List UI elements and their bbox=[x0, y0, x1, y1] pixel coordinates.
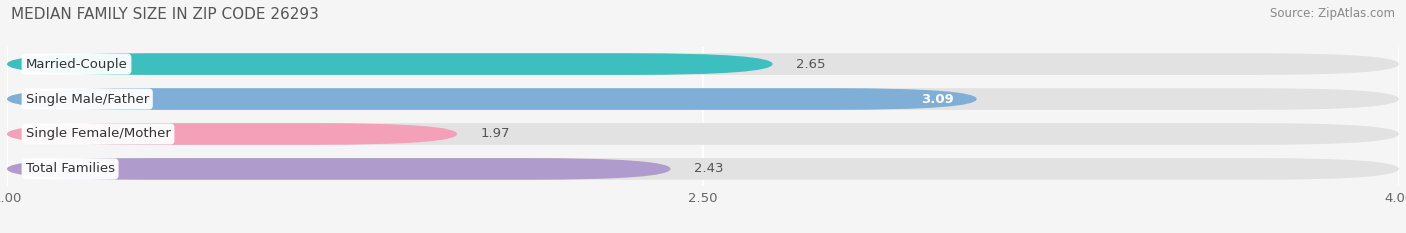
FancyBboxPatch shape bbox=[7, 88, 1399, 110]
Text: MEDIAN FAMILY SIZE IN ZIP CODE 26293: MEDIAN FAMILY SIZE IN ZIP CODE 26293 bbox=[11, 7, 319, 22]
FancyBboxPatch shape bbox=[7, 123, 457, 145]
Text: 3.09: 3.09 bbox=[921, 93, 953, 106]
FancyBboxPatch shape bbox=[7, 158, 1399, 180]
Text: Single Female/Mother: Single Female/Mother bbox=[25, 127, 170, 140]
Text: 2.43: 2.43 bbox=[693, 162, 723, 175]
FancyBboxPatch shape bbox=[7, 158, 671, 180]
FancyBboxPatch shape bbox=[7, 123, 1399, 145]
FancyBboxPatch shape bbox=[7, 53, 1399, 75]
Text: 2.65: 2.65 bbox=[796, 58, 825, 71]
Text: 1.97: 1.97 bbox=[481, 127, 510, 140]
Text: Married-Couple: Married-Couple bbox=[25, 58, 128, 71]
Text: Source: ZipAtlas.com: Source: ZipAtlas.com bbox=[1270, 7, 1395, 20]
Text: Total Families: Total Families bbox=[25, 162, 115, 175]
Text: Single Male/Father: Single Male/Father bbox=[25, 93, 149, 106]
FancyBboxPatch shape bbox=[7, 53, 773, 75]
FancyBboxPatch shape bbox=[7, 88, 977, 110]
